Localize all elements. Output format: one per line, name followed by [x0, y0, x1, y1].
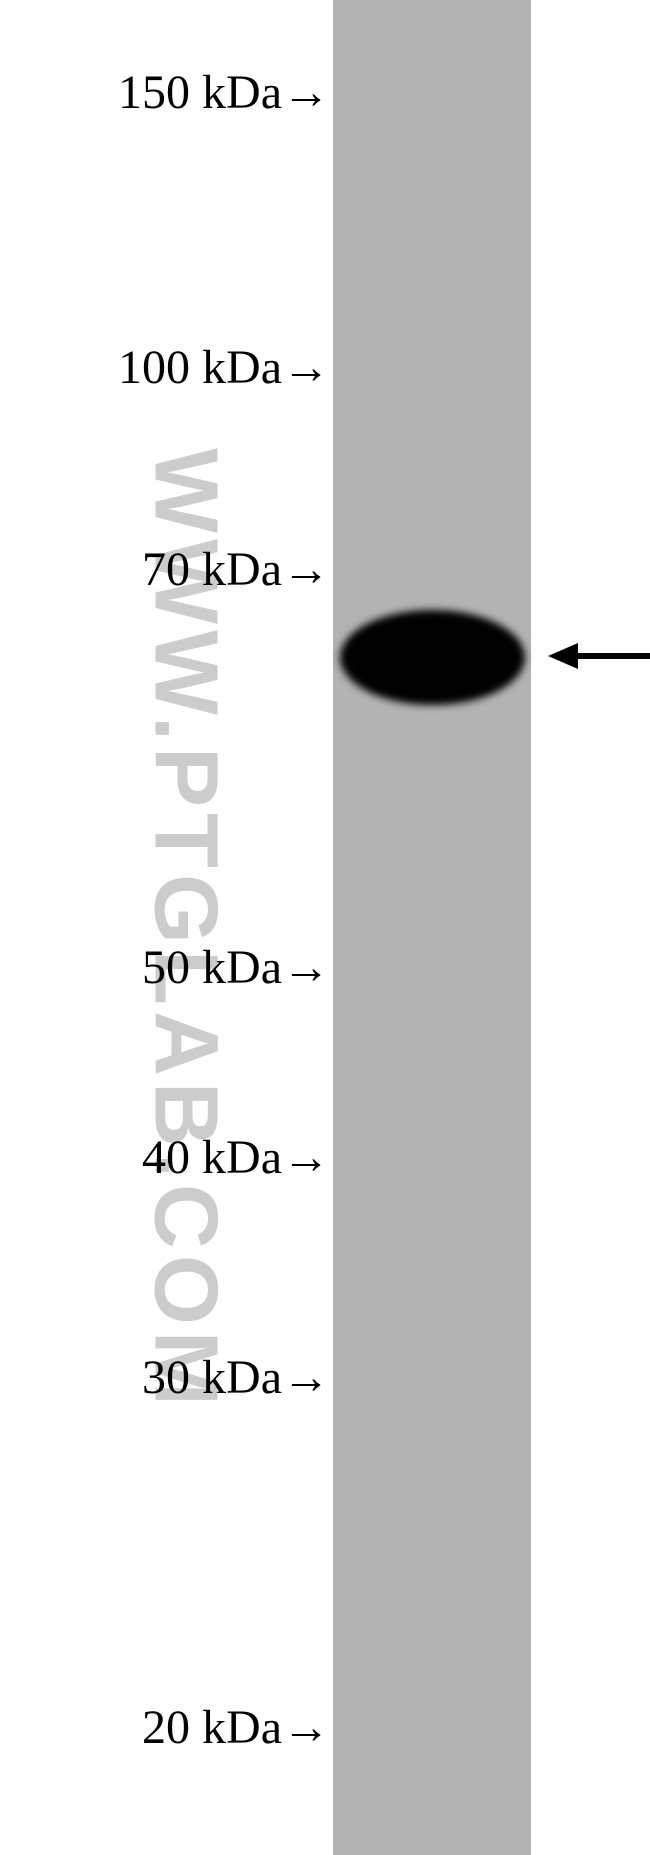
marker-40kda: 40 kDa→: [142, 1130, 330, 1185]
band-indicator-arrow: [548, 643, 650, 669]
arrow-head: [548, 643, 578, 669]
arrow-shaft: [578, 653, 650, 659]
protein-band: [340, 610, 525, 705]
marker-150kda: 150 kDa→: [118, 65, 330, 120]
marker-50kda: 50 kDa→: [142, 940, 330, 995]
marker-20kda: 20 kDa→: [142, 1700, 330, 1755]
marker-70kda: 70 kDa→: [142, 542, 330, 597]
marker-100kda: 100 kDa→: [118, 340, 330, 395]
western-blot-figure: WWW.PTGLAB.COM 150 kDa→ 100 kDa→ 70 kDa→…: [0, 0, 650, 1855]
marker-30kda: 30 kDa→: [142, 1350, 330, 1405]
blot-lane: [333, 0, 531, 1855]
